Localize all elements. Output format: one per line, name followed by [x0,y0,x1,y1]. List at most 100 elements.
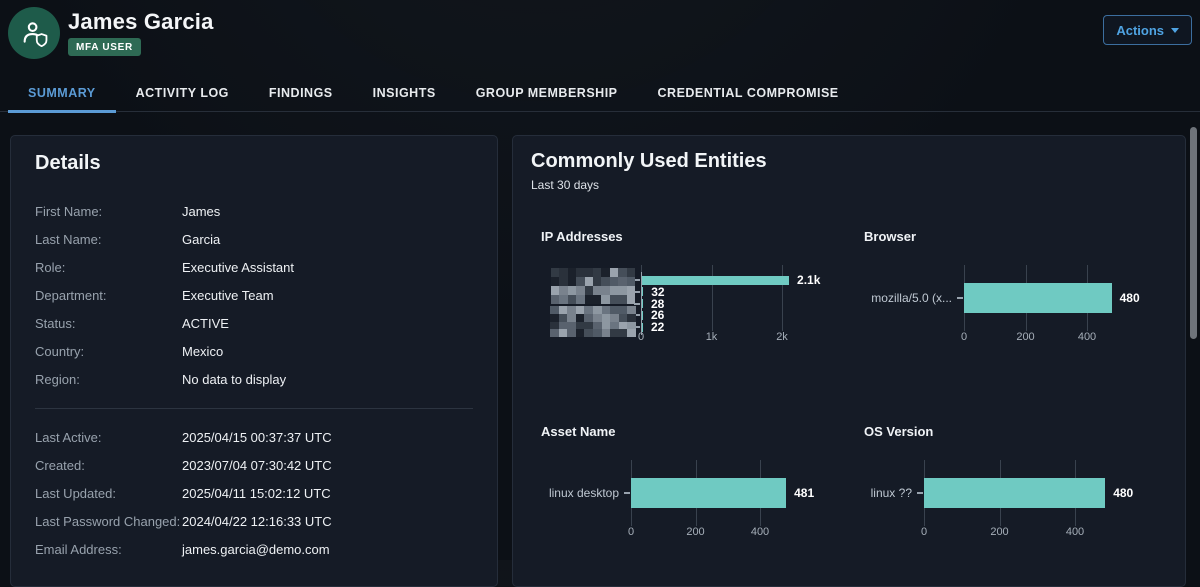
mfa-user-badge: MFA USER [68,38,141,56]
axis-tick [634,279,640,281]
detail-label: Role: [35,259,66,275]
detail-value: Garcia [182,231,221,247]
mosaic-cell [627,313,636,322]
detail-row: Department: Executive Team [35,281,473,309]
tab-findings[interactable]: FINDINGS [268,85,333,100]
page-title: James Garcia [68,9,214,34]
bar-value-label: 480 [1119,291,1140,305]
chart-plot: 0 200 400 480 [957,265,1157,343]
detail-label: Last Password Changed: [35,513,181,529]
axis-tick-label: 200 [990,526,1009,538]
gridline [711,265,713,331]
mosaic-cell [610,329,619,337]
bar [641,275,790,285]
mosaic-cell [559,295,568,304]
axis-tick [634,314,640,317]
entities-subtitle: Last 30 days [531,178,600,192]
detail-value: james.garcia@demo.com [182,541,330,557]
mosaic-cell [584,277,593,286]
mosaic-cell [627,306,636,314]
mosaic-cell [592,286,602,295]
detail-label: Status: [35,315,76,331]
mosaic-cell [576,268,585,277]
mosaic-cell [601,329,611,337]
axis-tick-label: 0 [960,331,968,343]
detail-row: Email Address: james.garcia@demo.com [35,535,473,563]
mosaic-cell [567,329,576,337]
chart-title: Asset Name [541,424,616,439]
detail-label: Country: [35,343,85,359]
tab-credential-compromise[interactable]: CREDENTIAL COMPROMISE [657,85,839,100]
bar [924,478,1106,508]
detail-row: Status: ACTIVE [35,309,473,337]
mosaic-cell [567,313,576,322]
detail-label: Department: [35,287,107,303]
mosaic-cell [618,286,627,295]
mosaic-cell [576,295,585,304]
axis-tick-label: 200 [1016,331,1035,343]
detail-value: Mexico [182,343,224,359]
tab-activity-log[interactable]: ACTIVITY LOG [135,85,229,100]
tab-summary[interactable]: SUMMARY [8,74,116,113]
bar [631,478,787,508]
tab-bar: SUMMARY ACTIVITY LOG FINDINGS INSIGHTS GROUP… [0,74,1200,113]
bar-value-label: 32 [651,284,665,299]
details-title: Details [35,152,101,174]
entity-chart-asset-name: Asset Name 0 200 400 481 linux desktop [541,424,856,549]
bar [641,287,644,297]
category-label: linux ?? [870,486,912,500]
mosaic-cell [551,295,560,304]
detail-value: ACTIVE [182,315,229,331]
mosaic-cell [575,306,585,314]
mosaic-cell [601,321,611,330]
scrollbar-thumb[interactable] [1190,127,1197,339]
chart-title: Browser [864,229,917,244]
mosaic-cell [558,321,568,330]
mosaic-cell [584,321,593,330]
mosaic-cell [567,277,577,286]
mosaic-cell [550,321,559,330]
mosaic-cell [567,321,576,330]
mosaic-cell [601,286,610,295]
mosaic-cell [567,295,577,304]
axis-tick-label: 200 [686,526,705,538]
axis-tick [624,492,630,494]
axis-tick-label: 2k [776,331,788,343]
mosaic-cell [610,313,619,322]
mosaic-cell [618,306,628,314]
mosaic-cell [558,329,568,337]
actions-button[interactable]: Actions [1103,15,1192,45]
axis-tick-label: 0 [627,526,635,538]
mosaic-cell [593,306,602,314]
bar-value-label: 480 [1113,486,1134,500]
tab-group-membership[interactable]: GROUP MEMBERSHIP [475,85,618,100]
mosaic-cell [584,295,593,304]
details-rows: First Name: James Last Name: Garcia Role: Exe… [35,197,473,563]
bar-value-label: 28 [651,296,665,311]
mosaic-cell [559,286,568,295]
tab-insights[interactable]: INSIGHTS [372,85,436,100]
detail-value: 2023/07/04 07:30:42 UTC [182,457,332,473]
mosaic-cell [593,313,602,322]
mosaic-cell [626,286,635,295]
entity-chart-browser: Browser 0 200 400 480 mozilla/5.0 (x... [864,229,1179,354]
redacted-label-mosaic [550,306,636,337]
mosaic-cell [601,306,611,314]
mosaic-cell [575,329,585,337]
scrollbar-track [1189,113,1198,560]
mosaic-cell [550,306,559,314]
detail-label: Created: [35,457,85,473]
axis-tick [957,297,963,299]
detail-label: Last Name: [35,231,102,247]
mosaic-cell [551,286,560,295]
mosaic-cell [576,286,585,295]
category-label: mozilla/5.0 (x... [871,291,952,305]
redacted-label-mosaic [551,268,635,304]
bar-value-label: 481 [794,486,815,500]
details-panel: Details First Name: James Last Name: Garcia… [10,135,498,587]
mosaic-cell [558,313,568,322]
mosaic-cell [559,268,568,277]
detail-row: Last Name: Garcia [35,225,473,253]
bar-value-label: 26 [651,308,665,323]
bar [641,310,643,320]
